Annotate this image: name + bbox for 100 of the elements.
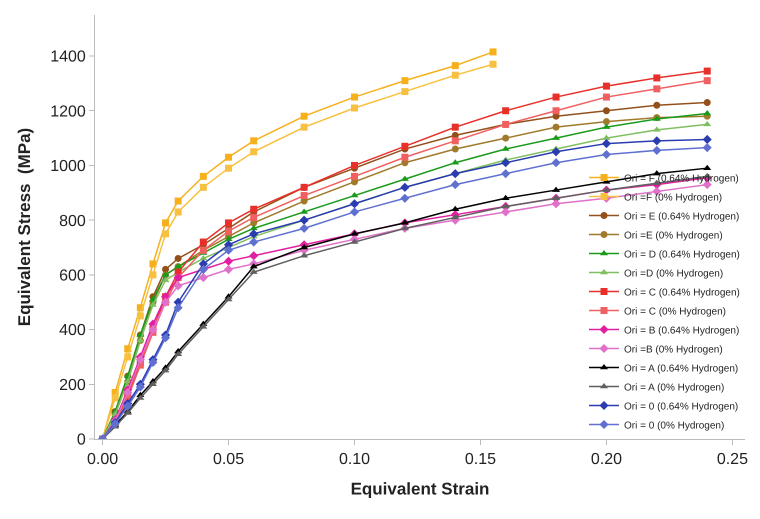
point [148, 301, 157, 307]
point [162, 276, 170, 282]
y-tick-label: 400 [59, 322, 86, 340]
point [174, 281, 183, 290]
point [452, 62, 459, 70]
point [225, 154, 232, 161]
point [300, 192, 308, 200]
point [703, 120, 712, 126]
point [198, 273, 208, 282]
legend-label: Ori = A (0% Hydrogen) [624, 382, 724, 394]
legend-label: Ori = C (0.64% Hydrogen) [624, 287, 740, 298]
point [502, 202, 510, 208]
y-tick-label: 1000 [50, 158, 86, 176]
point [602, 82, 610, 90]
point [703, 110, 712, 116]
point [451, 214, 460, 220]
y-axis-title: Equivalent Stress (MPa) [14, 128, 34, 326]
point [224, 246, 234, 255]
point [199, 254, 208, 260]
point [225, 164, 232, 172]
point [702, 134, 712, 144]
point [490, 48, 497, 56]
point [250, 214, 258, 221]
point [602, 150, 611, 160]
y-tick-label: 1200 [50, 103, 86, 120]
y-tick-label: 200 [59, 376, 86, 394]
x-tick-label: 0.25 [716, 451, 748, 468]
point [400, 194, 410, 203]
point [250, 137, 258, 144]
point [136, 394, 144, 400]
point [300, 224, 309, 233]
point [653, 74, 660, 82]
point [502, 134, 510, 142]
point [552, 194, 560, 200]
point [249, 238, 258, 247]
point [452, 124, 459, 131]
point [350, 207, 360, 216]
point [199, 323, 208, 329]
point [200, 172, 207, 180]
point [652, 136, 662, 146]
legend-label: Ori = D (0.64% Hydrogen) [624, 249, 740, 260]
point [123, 388, 132, 398]
y-tick-label: 600 [59, 267, 86, 284]
point [174, 198, 182, 205]
point [652, 146, 662, 155]
x-tick-label: 0.00 [86, 451, 118, 468]
point [552, 199, 561, 208]
x-tick-label: 0.20 [590, 451, 622, 468]
point [200, 238, 207, 246]
point [400, 219, 409, 225]
point [552, 94, 560, 101]
point [149, 271, 156, 278]
point [702, 143, 712, 152]
point [148, 358, 158, 367]
legend-label: Ori =E (0% Hydrogen) [624, 230, 723, 242]
point [552, 158, 561, 168]
point [552, 107, 560, 114]
point [300, 112, 308, 120]
point [653, 85, 660, 92]
point [249, 229, 258, 238]
point [162, 219, 170, 226]
point [112, 394, 119, 402]
point [653, 102, 660, 109]
point [350, 199, 360, 208]
legend-label: Ori = B (0.64% Hydrogen) [624, 325, 740, 336]
y-tick-label: 1400 [50, 48, 86, 66]
point [136, 382, 145, 392]
point [174, 254, 182, 262]
point [552, 124, 560, 131]
point [200, 184, 207, 191]
point [351, 104, 358, 112]
point [502, 194, 510, 200]
point [652, 126, 661, 132]
point [250, 206, 258, 213]
point [136, 355, 145, 364]
point [400, 224, 409, 230]
point [225, 228, 232, 235]
point [602, 118, 610, 126]
point [704, 99, 711, 106]
x-axis-title: Equivalent Strain [350, 480, 490, 499]
point [174, 208, 182, 216]
x-tick-label: 0.05 [212, 451, 244, 468]
point [490, 60, 497, 68]
point [450, 180, 460, 190]
point [300, 124, 308, 131]
point [552, 147, 561, 156]
point [225, 219, 232, 226]
point [351, 172, 358, 180]
point [148, 380, 157, 386]
point [450, 169, 460, 178]
point [704, 68, 711, 75]
point [502, 107, 510, 114]
point [250, 224, 258, 230]
point [351, 162, 358, 169]
point [224, 256, 234, 266]
point [124, 353, 132, 360]
legend-label: Ori = A (0.64% Hydrogen) [624, 363, 738, 374]
point [602, 139, 611, 148]
point [123, 402, 132, 411]
point [351, 94, 358, 101]
